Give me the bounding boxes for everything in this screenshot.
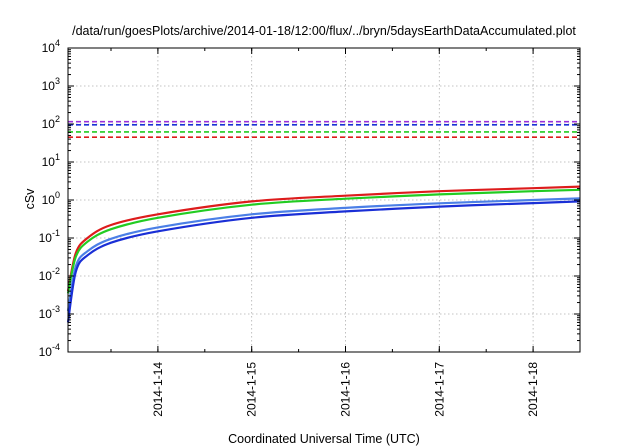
x-axis-label: Coordinated Universal Time (UTC) bbox=[228, 432, 420, 446]
y-tick-label: 10-2 bbox=[39, 266, 60, 283]
y-axis-ticks: 10-4 10-3 10-2 10-1 100 101 102 103 104 bbox=[39, 38, 580, 359]
x-axis-ticks: 2014-1-14 2014-1-15 2014-1-16 2014-1-17 2014… bbox=[110, 48, 540, 417]
y-tick-label: 10-1 bbox=[39, 228, 60, 245]
x-tick-label: 2014-1-14 bbox=[151, 362, 165, 417]
chart-title: /data/run/goesPlots/archive/2014-01-18/1… bbox=[72, 24, 576, 38]
y-tick-label: 10-3 bbox=[39, 304, 60, 321]
series-line bbox=[66, 185, 581, 292]
y-axis-label: cSv bbox=[23, 188, 37, 210]
series-line bbox=[66, 197, 581, 312]
x-tick-label: 2014-1-16 bbox=[338, 362, 352, 417]
y-tick-label: 104 bbox=[42, 38, 60, 55]
series-layer bbox=[66, 120, 581, 323]
y-tick-label: 10-4 bbox=[39, 342, 60, 359]
series-line bbox=[66, 200, 581, 323]
series-line bbox=[66, 188, 581, 294]
y-tick-label: 103 bbox=[42, 76, 60, 93]
x-tick-label: 2014-1-15 bbox=[245, 362, 259, 417]
x-tick-label: 2014-1-18 bbox=[526, 362, 540, 417]
y-tick-label: 102 bbox=[42, 114, 60, 131]
x-tick-label: 2014-1-17 bbox=[432, 362, 446, 417]
y-tick-label: 100 bbox=[42, 190, 60, 207]
y-tick-label: 101 bbox=[42, 152, 60, 169]
